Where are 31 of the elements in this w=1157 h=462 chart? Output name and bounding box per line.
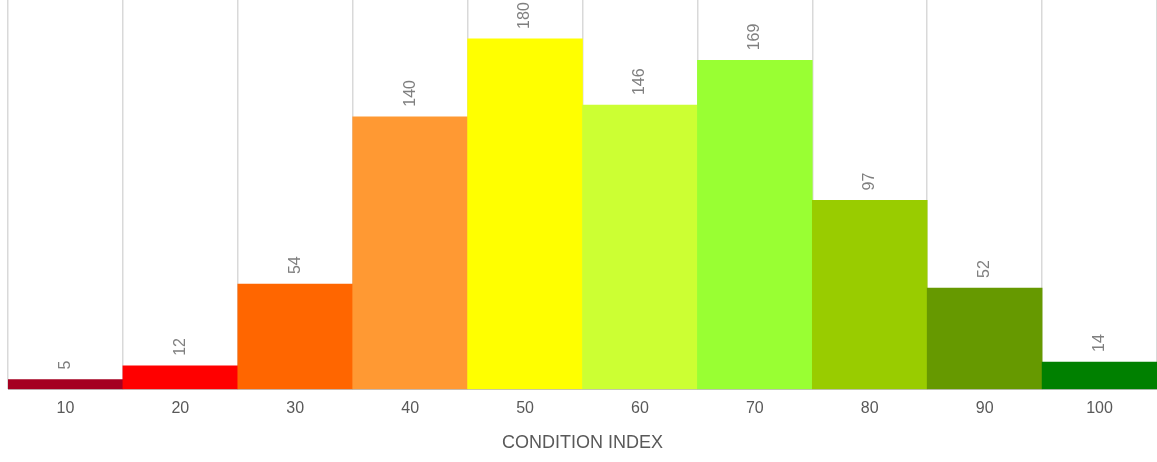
x-axis-title: CONDITION INDEX (501, 432, 664, 453)
data-label: 97 (860, 172, 878, 191)
bar (122, 365, 239, 390)
bar (1041, 361, 1157, 390)
x-tick-label: 20 (171, 399, 190, 417)
x-tick-label: 50 (516, 399, 535, 417)
x-tick-label: 80 (860, 399, 879, 417)
x-tick-label: 10 (56, 399, 75, 417)
x-tick-label: 90 (975, 399, 994, 417)
x-tick-label: 30 (286, 399, 305, 417)
x-tick-label: 40 (401, 399, 420, 417)
data-label: 140 (400, 79, 418, 107)
bar (697, 60, 813, 390)
data-label: 12 (170, 337, 188, 356)
bar (582, 104, 698, 390)
data-label: 146 (630, 68, 648, 96)
data-label: 5 (55, 360, 73, 370)
data-label: 14 (1089, 334, 1107, 352)
bar (352, 116, 468, 390)
x-tick-label: 100 (1086, 399, 1113, 417)
bar (811, 200, 928, 390)
bar (8, 379, 124, 390)
data-label: 54 (285, 256, 303, 275)
data-label: 52 (975, 260, 993, 279)
bar (467, 38, 583, 390)
x-tick-label: 70 (745, 399, 764, 417)
data-label: 180 (515, 2, 533, 29)
bar (237, 283, 354, 390)
data-label: 169 (745, 23, 763, 51)
x-tick-label: 60 (631, 399, 649, 417)
bar (926, 287, 1043, 390)
